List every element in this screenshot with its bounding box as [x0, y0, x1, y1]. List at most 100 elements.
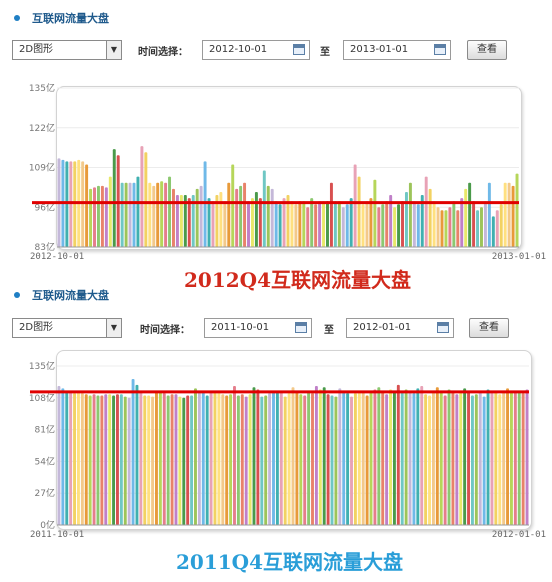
- bar: [345, 204, 349, 247]
- bar: [318, 201, 322, 247]
- bar: [310, 198, 314, 247]
- bar: [88, 395, 92, 525]
- bar: [365, 395, 369, 525]
- end-date-field[interactable]: 2012-01-01: [346, 318, 454, 338]
- bar: [128, 182, 132, 247]
- bar: [476, 210, 480, 247]
- y-tick-label: 0亿: [40, 519, 55, 531]
- bar: [264, 395, 268, 525]
- bar: [244, 396, 248, 525]
- bar: [84, 394, 88, 525]
- bar: [179, 195, 183, 247]
- y-tick-label: 96亿: [35, 201, 55, 213]
- bar: [164, 182, 168, 247]
- bar: [507, 182, 511, 247]
- calendar-icon[interactable]: [434, 44, 446, 55]
- bar: [329, 182, 333, 247]
- bar: [183, 195, 187, 247]
- bar: [205, 395, 209, 525]
- bar: [268, 393, 272, 525]
- bar: [73, 161, 77, 247]
- bar: [156, 182, 160, 247]
- bar: [330, 395, 334, 525]
- bar: [144, 152, 148, 247]
- bar: [172, 188, 175, 247]
- bar: [432, 201, 436, 247]
- chevron-down-icon[interactable]: ▼: [106, 41, 121, 59]
- bar: [404, 191, 408, 247]
- bar: [100, 185, 104, 247]
- bar: [389, 389, 392, 525]
- bar: [291, 387, 295, 525]
- bar: [266, 185, 270, 247]
- bar: [155, 391, 158, 525]
- bar: [96, 185, 100, 247]
- bar: [443, 395, 447, 525]
- bar: [286, 195, 290, 247]
- bar: [250, 198, 254, 247]
- bar: [170, 394, 174, 525]
- bullet-icon: [14, 292, 20, 298]
- bar: [412, 201, 416, 247]
- bar: [503, 182, 507, 247]
- bar: [112, 149, 116, 247]
- bar: [460, 198, 464, 247]
- bar: [513, 391, 517, 525]
- bar: [158, 391, 162, 525]
- bar: [197, 391, 201, 525]
- bar: [494, 391, 498, 525]
- query-button[interactable]: 查看: [467, 40, 507, 60]
- bar: [357, 176, 361, 247]
- calendar-icon[interactable]: [295, 322, 307, 333]
- bar: [338, 388, 342, 525]
- bar: [361, 204, 365, 247]
- bar: [424, 176, 428, 247]
- bar: [166, 395, 170, 525]
- chevron-down-icon[interactable]: ▼: [106, 319, 121, 337]
- end-date-field[interactable]: 2013-01-01: [343, 40, 451, 60]
- bar: [377, 207, 381, 247]
- bar: [187, 198, 191, 247]
- bar: [190, 395, 194, 525]
- bar: [381, 391, 385, 525]
- bar: [420, 195, 424, 247]
- panel-2012q4: 互联网流量大盘 2D图形 ▼ 时间选择： 2012-10-01 至 2013-0…: [0, 0, 552, 292]
- bar: [322, 201, 326, 247]
- bar: [275, 390, 279, 525]
- bar: [295, 390, 299, 525]
- start-date-field[interactable]: 2012-10-01: [202, 40, 310, 60]
- bar: [96, 395, 100, 525]
- bar: [369, 391, 373, 525]
- bar: [483, 201, 487, 247]
- bar: [455, 394, 459, 525]
- bar: [80, 393, 84, 525]
- bar: [393, 207, 397, 247]
- time-select-label: 时间选择：: [138, 47, 188, 58]
- chart-mode-select[interactable]: 2D图形 ▼: [12, 318, 122, 338]
- bar: [256, 389, 260, 525]
- query-button[interactable]: 查看: [469, 318, 509, 338]
- start-date-value: 2012-10-01: [209, 44, 268, 55]
- bar: [349, 198, 353, 247]
- bar: [498, 394, 502, 525]
- bar: [174, 394, 178, 525]
- bar: [112, 395, 116, 525]
- bar: [116, 155, 120, 247]
- bar: [272, 391, 275, 525]
- bar: [302, 201, 306, 247]
- bar: [369, 198, 373, 247]
- bar: [151, 396, 155, 525]
- start-date-field[interactable]: 2011-10-01: [204, 318, 312, 338]
- calendar-icon[interactable]: [437, 322, 449, 333]
- bar: [377, 387, 381, 525]
- bar: [120, 182, 124, 247]
- y-tick-label: 108亿: [29, 392, 55, 404]
- bar: [168, 176, 172, 247]
- bar: [123, 396, 127, 525]
- bar: [104, 187, 108, 247]
- bar: [400, 391, 404, 525]
- bar: [65, 161, 69, 247]
- bar: [525, 389, 529, 525]
- chart-mode-select[interactable]: 2D图形 ▼: [12, 40, 122, 60]
- calendar-icon[interactable]: [293, 44, 305, 55]
